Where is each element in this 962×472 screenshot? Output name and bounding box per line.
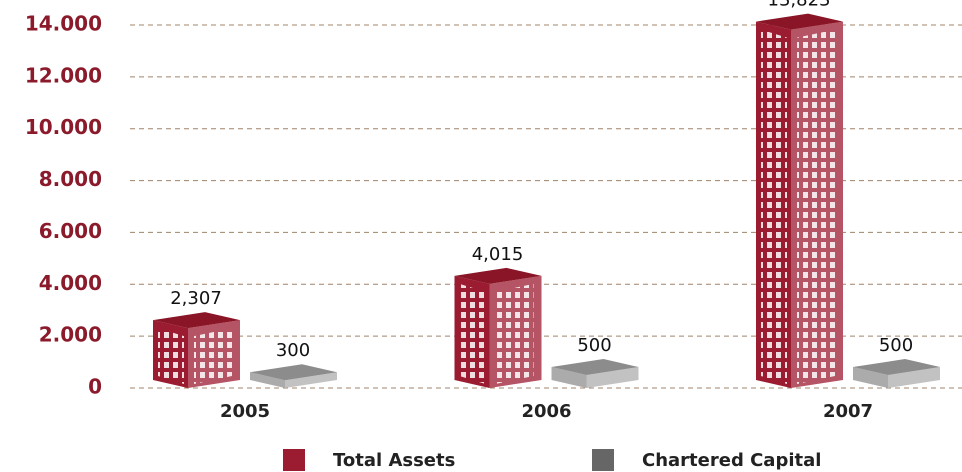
building-windows (797, 29, 835, 385)
y-tick-label: 4.000 (39, 271, 102, 295)
building-windows (761, 29, 787, 385)
building-windows (495, 283, 534, 384)
building-top-face (153, 312, 240, 329)
legend-label: Chartered Capital (642, 450, 821, 471)
data-label: 2,307 (170, 288, 222, 309)
data-label: 13,823 (768, 0, 831, 11)
building-bar (853, 359, 940, 388)
building-left-face (250, 372, 285, 388)
building-bar (454, 267, 542, 388)
y-tick-label: 10.000 (25, 115, 102, 139)
y-tick-label: 6.000 (39, 219, 102, 243)
building-right-face (888, 367, 940, 388)
data-label: 300 (276, 340, 310, 361)
building-windows (158, 328, 184, 384)
building-windows (459, 283, 486, 384)
y-tick-label: 14.000 (25, 12, 102, 36)
building-top-face (454, 267, 542, 284)
building-bar (153, 312, 240, 388)
building-right-face (586, 367, 639, 388)
x-tick-label: 2006 (521, 401, 571, 422)
data-label: 500 (577, 335, 611, 356)
building-top-face (756, 13, 843, 30)
building-left-face (551, 367, 587, 388)
legend-label: Total Assets (333, 450, 455, 471)
building-top-face (853, 359, 940, 376)
x-tick-label: 2005 (220, 401, 270, 422)
x-tick-label: 2007 (823, 401, 873, 422)
legend-swatch (592, 449, 614, 471)
building-bar (756, 13, 843, 389)
building-left-face (853, 367, 888, 388)
data-label: 500 (879, 335, 913, 356)
building-right-face (285, 372, 337, 388)
legend-swatch (283, 449, 305, 471)
y-tick-label: 12.000 (25, 63, 102, 87)
data-label: 4,015 (472, 244, 524, 265)
y-tick-label: 0 (88, 375, 102, 399)
y-tick-label: 2.000 (39, 323, 102, 347)
building-top-face (250, 364, 337, 381)
y-tick-label: 8.000 (39, 167, 102, 191)
building-top-face (551, 359, 639, 376)
building-bar (551, 359, 639, 388)
building-windows (194, 328, 232, 384)
building-bar (250, 364, 337, 388)
